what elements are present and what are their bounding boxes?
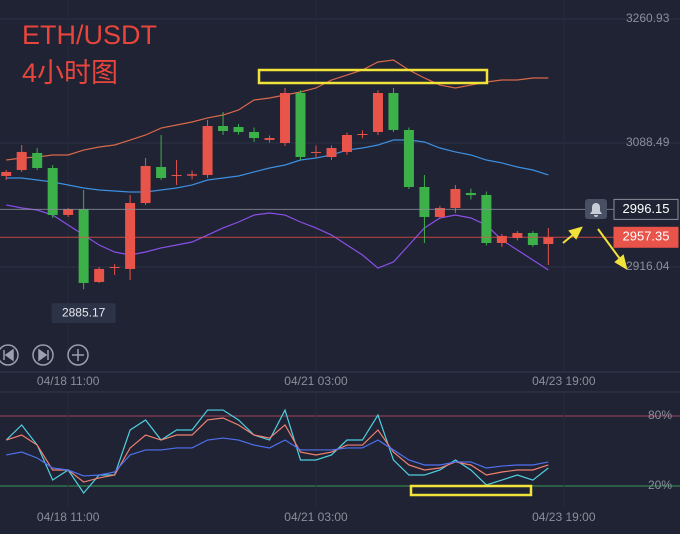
candle-body	[156, 166, 167, 179]
candle-body	[465, 192, 476, 196]
candle-body	[496, 235, 507, 244]
arrow	[562, 233, 575, 244]
chart-subtitle: 4小时图	[22, 58, 118, 88]
arrows	[562, 226, 628, 271]
candle-body	[233, 127, 244, 132]
candle-body	[372, 93, 383, 132]
add-button[interactable]	[67, 344, 89, 366]
candle-body	[125, 203, 136, 269]
rewind-button[interactable]	[0, 344, 19, 366]
overlay-line	[6, 59, 549, 161]
y-tick-label: 80%	[648, 408, 672, 422]
x-tick-label: 04/23 19:00	[532, 374, 596, 388]
candle-body	[249, 131, 260, 139]
price-tag	[613, 226, 679, 248]
candle-body	[218, 126, 229, 131]
candle-body	[543, 237, 554, 245]
candle-body	[357, 133, 368, 136]
x-tick-label: 04/21 03:00	[284, 374, 348, 388]
candle-body	[187, 174, 198, 176]
y-tick-label: 3260.93	[626, 11, 670, 25]
x-tick-label: 04/21 03:00	[284, 510, 348, 524]
candle-body	[295, 93, 306, 158]
price-tag	[613, 198, 679, 220]
candle-body	[450, 189, 461, 208]
y-tick-label: 3088.49	[626, 135, 670, 149]
highlight-box	[409, 484, 533, 497]
low-tag-label: 2885.17	[62, 305, 106, 319]
low-tag	[51, 303, 116, 324]
bell-icon	[590, 203, 602, 217]
candle-body	[512, 233, 523, 238]
candle-body	[434, 207, 445, 217]
candle-body	[326, 148, 337, 158]
bell-button[interactable]	[585, 199, 607, 219]
candle-body	[403, 129, 414, 187]
candle-body	[280, 93, 291, 143]
candle-body	[419, 186, 430, 217]
arrow	[597, 228, 621, 260]
candle-body	[94, 268, 105, 282]
arrowhead	[614, 254, 628, 271]
candle-body	[310, 151, 321, 153]
candle-body	[202, 126, 213, 175]
candle-body	[109, 267, 120, 269]
rewind-icon	[3, 348, 14, 362]
chart-title: ETH/USDT	[22, 20, 157, 50]
y-tick-label: 2916.04	[626, 259, 670, 273]
overlay-line	[6, 204, 549, 271]
overlay-line	[6, 139, 549, 193]
plot	[0, 59, 614, 494]
x-tick-label: 04/23 19:00	[532, 510, 596, 524]
forward-button[interactable]	[32, 344, 54, 366]
price-tag-label: 2957.35	[623, 229, 670, 244]
candle-body	[481, 194, 492, 244]
oscillator-line	[6, 437, 549, 477]
highlight-box	[257, 68, 489, 85]
toolbar	[0, 344, 89, 366]
candle-body	[171, 174, 182, 176]
candle-body	[78, 208, 89, 283]
candle-body	[32, 152, 43, 169]
price-tag-label: 2996.15	[623, 201, 670, 216]
candle-body	[264, 138, 275, 140]
candle-body	[16, 151, 27, 171]
add-icon	[72, 349, 84, 361]
arrowhead	[568, 226, 583, 240]
candle-body	[47, 168, 58, 215]
x-tick-label: 04/18 11:00	[37, 510, 100, 524]
candle-body	[63, 208, 74, 215]
candle-body	[527, 233, 538, 246]
candle-body	[1, 171, 12, 176]
candle-body	[341, 135, 352, 152]
y-tick-label: 20%	[648, 478, 672, 492]
x-tick-label: 04/18 11:00	[37, 374, 100, 388]
candle-body	[140, 165, 151, 204]
forward-icon	[38, 348, 49, 362]
candle-body	[388, 93, 399, 130]
